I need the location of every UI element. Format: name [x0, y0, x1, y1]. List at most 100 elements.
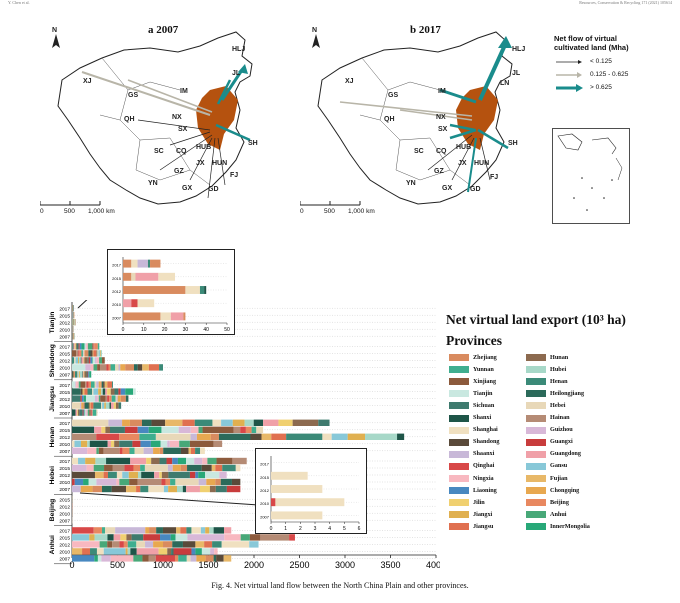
year-label: 2012 — [59, 359, 70, 365]
bar-segment-anhui-2012 — [182, 541, 196, 548]
bar-segment-anhui-2010 — [171, 548, 174, 555]
map-b-label-ln: LN — [500, 80, 510, 87]
bar-segment-shandong-2007 — [72, 371, 73, 378]
bar-segment-jiangsu-2015 — [114, 388, 119, 395]
bar-segment-anhui-2007 — [72, 555, 95, 562]
bar-segment-shandong-2015 — [99, 350, 101, 357]
inset-bar-2012 — [185, 286, 200, 294]
bar-segment-hebei-2007 — [163, 485, 169, 493]
bar-segment-jiangsu-2015 — [87, 388, 93, 395]
bar-segment-anhui-2015 — [107, 534, 114, 541]
map-b-label-im: IM — [438, 88, 446, 95]
bar-segment-henan-2017 — [232, 419, 245, 426]
bar-segment-anhui-2017 — [145, 527, 150, 534]
bar-segment-hebei-2015 — [167, 464, 173, 472]
year-label: 2007 — [59, 411, 70, 417]
inset-bar-2010 — [131, 299, 138, 308]
map-b-label-fj: FJ — [490, 174, 499, 181]
bar-segment-shandong-2015 — [84, 350, 89, 357]
bar-segment-shandong-2007 — [73, 371, 75, 378]
bar-segment-hebei-2012 — [198, 471, 206, 479]
bar-segment-henan-2017 — [141, 419, 152, 426]
bar-segment-shandong-2010 — [100, 364, 107, 371]
bar-segment-hebei-2012 — [168, 471, 190, 479]
bar-segment-hebei-2017 — [146, 457, 152, 465]
map-a-label-gz: GZ — [174, 168, 184, 175]
bar-segment-jiangsu-2010 — [115, 402, 119, 409]
bar-segment-jiangsu-2017 — [101, 381, 104, 388]
bar-segment-jiangsu-2017 — [98, 381, 101, 388]
bar-segment-henan-2012 — [347, 433, 366, 440]
beijing-inset-chart: 0 1 2 3 4 5 6 2017 2015 2012 2010 2007 — [255, 448, 367, 534]
bar-segment-anhui-2017 — [105, 527, 116, 534]
bar-segment-shandong-2007 — [87, 371, 89, 378]
bar-segment-henan-2012 — [331, 433, 348, 440]
bar-segment-shandong-2017 — [97, 343, 100, 350]
map-a-label-sx: SX — [178, 126, 188, 133]
bar-segment-shandong-2012 — [75, 357, 78, 364]
map-a-label-gs: GS — [128, 92, 139, 99]
map-a-label-jl: JL — [232, 70, 241, 77]
bar-segment-hebei-2015 — [93, 464, 105, 472]
bar-segment-anhui-2012 — [119, 541, 124, 548]
figure-caption: Fig. 4. Net virtual land flow between th… — [211, 581, 469, 590]
bar-segment-hebei-2017 — [177, 457, 187, 465]
x-tick-1500: 1500 — [198, 560, 218, 570]
bar-segment-henan-2015 — [109, 426, 125, 433]
bar-segment-henan-2010 — [107, 440, 111, 447]
map-b-label-xj: XJ — [345, 78, 354, 85]
year-label: 2015 — [59, 390, 70, 396]
bar-segment-anhui-2010 — [158, 548, 168, 555]
bar-segment-shandong-2012 — [80, 357, 82, 364]
bar-segment-henan-2007 — [180, 447, 189, 454]
bar-segment-henan-2007 — [87, 447, 97, 454]
bar-segment-anhui-2015 — [240, 534, 250, 541]
year-label: 2017 — [59, 421, 70, 427]
bar-segment-henan-2012 — [155, 433, 191, 440]
year-label: 2012 — [59, 543, 70, 549]
bar-segment-henan-2007 — [96, 447, 99, 454]
bar-segment-anhui-2010 — [103, 548, 126, 555]
bar-segment-shandong-2007 — [74, 371, 78, 378]
bar-segment-jiangsu-2015 — [93, 388, 99, 395]
bar-segment-anhui-2015 — [89, 534, 95, 541]
legend-swatch-shaanxi — [449, 450, 469, 458]
group-label-beijing: Beijing — [49, 499, 56, 522]
bar-segment-shandong-2017 — [75, 343, 77, 350]
bar-segment-anhui-2017 — [191, 527, 201, 534]
bar-segment-shandong-2012 — [99, 357, 103, 364]
year-label: 2007 — [59, 449, 70, 455]
bar-segment-shandong-2007 — [77, 371, 79, 378]
group-label-henan: Henan — [49, 427, 56, 448]
bar-segment-anhui-2017 — [156, 527, 163, 534]
bar-segment-jiangsu-2010 — [88, 402, 90, 409]
legend-label-jiangxi: Jiangxi — [473, 510, 493, 518]
bar-segment-jiangsu-2017 — [104, 381, 108, 388]
bar-segment-hebei-2007 — [209, 485, 216, 493]
bar-segment-shandong-2007 — [86, 371, 88, 378]
bar-segment-henan-2017 — [212, 419, 222, 426]
bar-segment-jiangsu-2015 — [110, 388, 115, 395]
bar-segment-shandong-2012 — [81, 357, 84, 364]
bar-segment-jiangsu-2007 — [82, 409, 84, 416]
bar-segment-hebei-2007 — [92, 485, 103, 493]
inset-tick-5: 5 — [343, 526, 346, 532]
bar-segment-hebei-2010 — [220, 478, 232, 486]
bar-segment-henan-2012 — [218, 433, 251, 440]
bar-segment-shandong-2007 — [82, 371, 83, 378]
bar-segment-hebei-2012 — [189, 471, 196, 479]
map-a-label-hlj: HLJ — [232, 46, 246, 53]
inset-tick-50: 50 — [224, 327, 230, 333]
x-tick-2000: 2000 — [244, 560, 264, 570]
flow-legend-title-2: cultivated land (Mha) — [554, 43, 629, 52]
bar-segment-henan-2015 — [137, 426, 149, 433]
bar-segment-jiangsu-2015 — [84, 388, 88, 395]
bar-segment-jiangsu-2007 — [84, 409, 86, 416]
bar-segment-hebei-2015 — [140, 464, 145, 472]
inset-tick-20: 20 — [162, 327, 168, 333]
bar-segment-henan-2010 — [132, 440, 141, 447]
legend-label-guangdong: Guangdong — [550, 450, 581, 458]
bar-segment-hebei-2015 — [180, 464, 188, 472]
bar-segment-hebei-2010 — [116, 478, 120, 486]
bar-segment-henan-2017 — [244, 419, 254, 426]
